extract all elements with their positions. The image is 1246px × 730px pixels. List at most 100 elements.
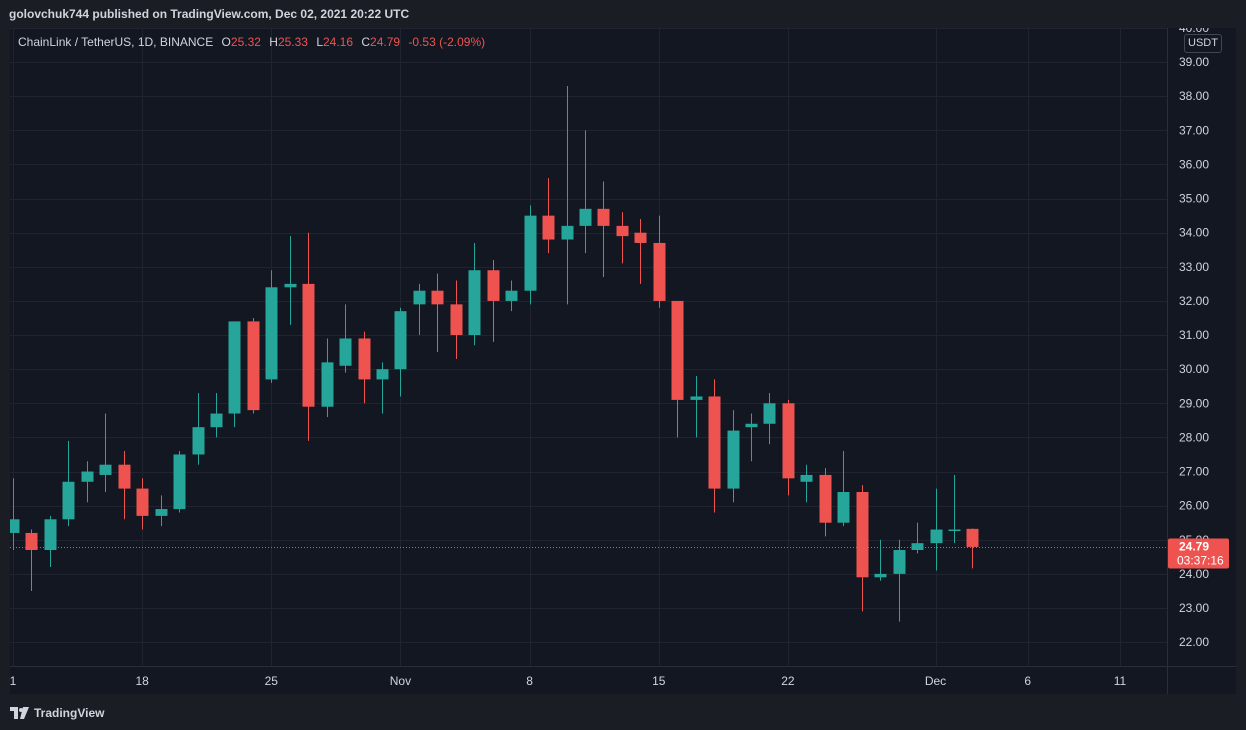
time-tick-label: 11 <box>1114 674 1127 688</box>
candle-body <box>62 481 75 520</box>
price-tick-label: 39.00 <box>1179 55 1209 69</box>
candle-body <box>911 543 924 550</box>
time-tick-label: 8 <box>526 674 533 688</box>
bar-countdown: 03:37:16 <box>1177 554 1224 568</box>
time-tick-label: 1 <box>10 674 17 688</box>
candle <box>155 495 168 527</box>
footer <box>0 694 1246 730</box>
candle <box>284 236 297 325</box>
price-tick-label: 36.00 <box>1179 157 1209 171</box>
candle-body <box>10 519 20 533</box>
candle-body <box>671 300 684 400</box>
candle-body <box>487 270 500 301</box>
low-value: 24.16 <box>323 35 354 49</box>
candle-body <box>25 532 38 550</box>
candle-body <box>948 529 961 532</box>
candle <box>468 242 481 346</box>
candle-body <box>99 464 112 475</box>
candle-body <box>800 474 813 482</box>
price-tick-label: 23.00 <box>1179 601 1209 615</box>
currency-badge[interactable]: USDT <box>1184 34 1222 53</box>
candle-body <box>505 290 518 301</box>
candle <box>358 331 371 404</box>
candle <box>874 539 887 581</box>
candle-body <box>376 369 389 380</box>
price-tick-label: 32.00 <box>1179 294 1209 308</box>
price-tick-label: 40.00 <box>1179 28 1209 35</box>
candle-body <box>708 396 721 489</box>
candle <box>708 379 721 513</box>
candle-body <box>874 573 887 578</box>
candle <box>634 219 647 284</box>
symbol-legend: ChainLink / TetherUS, 1D, BINANCE O25.32… <box>18 35 485 49</box>
close-label: C <box>361 35 371 49</box>
price-tick-label: 26.00 <box>1179 499 1209 513</box>
candle <box>81 461 94 503</box>
time-tick-label: 22 <box>781 674 795 688</box>
candle-body <box>616 225 629 237</box>
candle <box>487 260 500 342</box>
candle <box>893 539 906 622</box>
open-value: 25.32 <box>230 35 261 49</box>
candle <box>616 212 629 264</box>
candle <box>930 488 943 571</box>
candle-body <box>727 430 740 489</box>
price-tick-label: 38.00 <box>1179 89 1209 103</box>
candle-body <box>358 338 371 380</box>
tradingview-logo[interactable]: TradingView <box>10 705 104 721</box>
candle-body <box>228 321 241 414</box>
candle-body <box>819 474 832 523</box>
candle <box>173 451 186 513</box>
candle <box>321 338 334 417</box>
candle <box>505 280 518 312</box>
candle <box>450 280 463 359</box>
candle-body <box>44 519 57 550</box>
candle-body <box>837 492 850 523</box>
last-price-badge <box>1168 538 1229 569</box>
candle-body <box>690 396 703 400</box>
candle <box>118 451 131 520</box>
candle-body <box>450 304 463 336</box>
candle-body <box>321 362 334 407</box>
candle <box>597 181 610 278</box>
candle-body <box>856 492 869 578</box>
candle-body <box>265 287 278 380</box>
candle-body <box>339 338 352 366</box>
candle <box>210 393 223 438</box>
price-tick-label: 30.00 <box>1179 362 1209 376</box>
candle-body <box>247 321 260 411</box>
last-price-value: 24.79 <box>1179 540 1209 554</box>
price-tick-label: 37.00 <box>1179 123 1209 137</box>
candle <box>413 283 426 336</box>
candle-body <box>431 290 444 305</box>
candle <box>763 393 776 445</box>
candle-body <box>136 488 149 516</box>
candle-body <box>192 427 205 455</box>
low-label: L <box>316 35 323 49</box>
candle-body <box>542 215 555 240</box>
candle <box>819 468 832 537</box>
candle <box>966 528 979 569</box>
symbol-name: ChainLink / TetherUS, 1D, BINANCE <box>18 35 214 49</box>
time-tick-label: 15 <box>652 674 666 688</box>
candle <box>690 376 703 438</box>
price-tick-label: 27.00 <box>1179 465 1209 479</box>
candle <box>44 515 57 568</box>
candle <box>265 270 278 383</box>
candle <box>745 413 758 462</box>
high-label: H <box>269 35 278 49</box>
candlestick-chart[interactable]: 22.0023.0024.0025.0026.0027.0028.0029.00… <box>10 28 1236 694</box>
candle <box>376 362 389 414</box>
candle <box>727 410 740 503</box>
candle-body <box>413 290 426 305</box>
chart-frame[interactable]: 22.0023.0024.0025.0026.0027.0028.0029.00… <box>10 28 1236 694</box>
candle-body <box>634 232 647 243</box>
open-label: O <box>221 35 231 49</box>
candle-body <box>173 454 186 510</box>
candle <box>99 413 112 492</box>
price-tick-label: 31.00 <box>1179 328 1209 342</box>
candle-body <box>210 413 223 428</box>
time-tick-label: 6 <box>1024 674 1031 688</box>
candle <box>228 321 241 428</box>
candle <box>62 440 75 527</box>
